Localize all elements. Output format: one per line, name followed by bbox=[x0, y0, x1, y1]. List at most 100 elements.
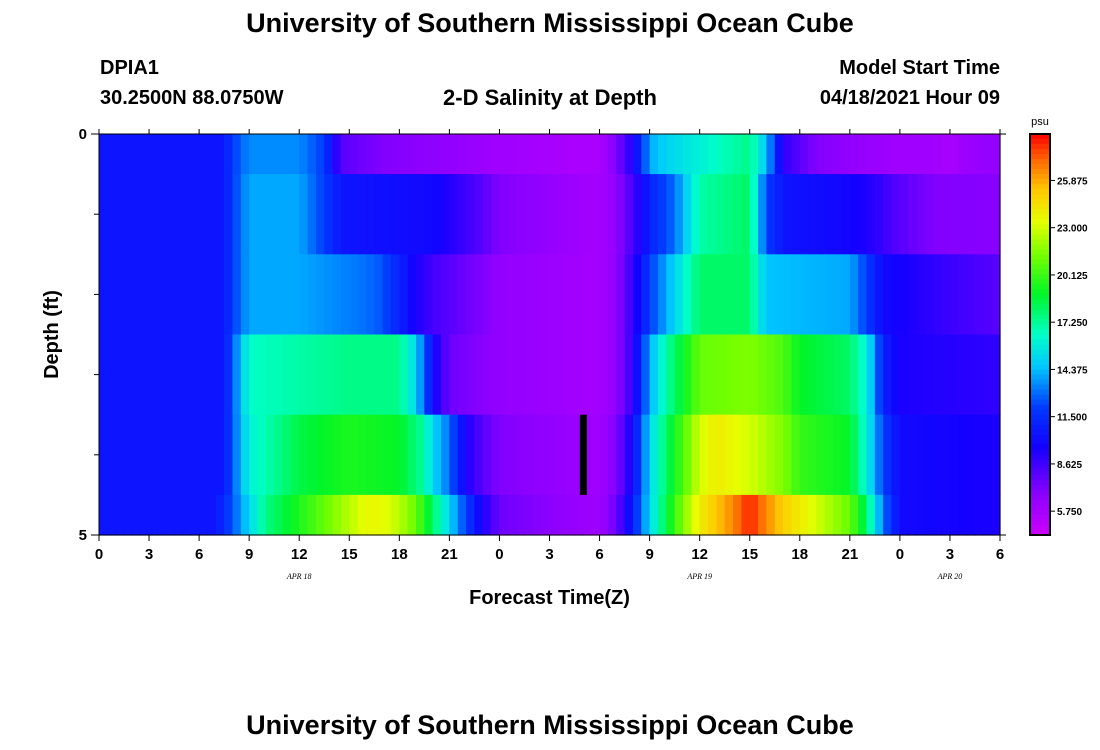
heatmap-cell bbox=[624, 494, 634, 536]
heatmap-cell bbox=[582, 494, 592, 536]
heatmap-cell bbox=[733, 254, 742, 336]
heatmap-cell bbox=[799, 174, 809, 255]
heatmap-cell bbox=[274, 174, 284, 255]
heatmap-cell bbox=[833, 134, 843, 175]
heatmap-cell bbox=[824, 494, 834, 536]
colorbar-segment bbox=[1030, 229, 1050, 235]
colorbar-segment bbox=[1030, 354, 1050, 361]
heatmap-cell bbox=[582, 334, 592, 416]
heatmap-cell bbox=[541, 254, 551, 336]
heatmap-cell bbox=[466, 414, 476, 496]
heatmap-cell bbox=[941, 134, 951, 175]
colorbar-segment bbox=[1030, 244, 1050, 250]
heatmap-cell bbox=[457, 414, 467, 496]
heatmap-cell bbox=[340, 494, 350, 536]
heatmap-cell bbox=[382, 414, 392, 496]
heatmap-cell bbox=[332, 134, 342, 175]
heatmap-cell bbox=[215, 334, 225, 416]
heatmap-cell bbox=[566, 414, 576, 496]
heatmap-cell bbox=[991, 494, 1001, 536]
date-label: APR 20 bbox=[937, 572, 963, 581]
heatmap-cell bbox=[224, 134, 234, 175]
heatmap-cell bbox=[649, 174, 659, 255]
heatmap-cell bbox=[716, 174, 726, 255]
heatmap-cell bbox=[874, 134, 884, 175]
heatmap-cell bbox=[966, 334, 976, 416]
heatmap-cell bbox=[724, 134, 734, 175]
heatmap-cell bbox=[416, 174, 425, 255]
heatmap-cell bbox=[115, 334, 125, 416]
heatmap-cell bbox=[449, 414, 459, 496]
heatmap-cell bbox=[799, 494, 809, 536]
heatmap-cell bbox=[691, 174, 701, 255]
heatmap-cell bbox=[849, 494, 859, 536]
heatmap-cell bbox=[557, 414, 567, 496]
heatmap-cell bbox=[357, 334, 367, 416]
colorbar-segment bbox=[1030, 394, 1050, 401]
heatmap-cell bbox=[315, 414, 325, 496]
heatmap-cell bbox=[724, 174, 734, 255]
heatmap-cell bbox=[282, 134, 292, 175]
heatmap-cell bbox=[207, 174, 217, 255]
heatmap-cell bbox=[624, 134, 634, 175]
heatmap-cell bbox=[466, 134, 476, 175]
heatmap-cell bbox=[808, 494, 818, 536]
colorbar-segment bbox=[1030, 439, 1050, 446]
heatmap-cell bbox=[99, 494, 108, 536]
heatmap-cell bbox=[858, 334, 868, 416]
colorbar-segment bbox=[1030, 349, 1050, 356]
heatmap-cell bbox=[624, 414, 634, 496]
heatmap-cell bbox=[657, 334, 667, 416]
heatmap-cell bbox=[841, 494, 851, 536]
heatmap-cell bbox=[607, 494, 617, 536]
heatmap-cell bbox=[666, 134, 676, 175]
heatmap-cell bbox=[215, 174, 225, 255]
heatmap-cell bbox=[908, 494, 918, 536]
heatmap-cell bbox=[474, 334, 484, 416]
heatmap-cell bbox=[883, 334, 893, 416]
heatmap-cell bbox=[132, 134, 142, 175]
heatmap-cell bbox=[232, 174, 242, 255]
heatmap-cell bbox=[616, 334, 626, 416]
heatmap-cell bbox=[390, 494, 400, 536]
colorbar-segment bbox=[1030, 284, 1050, 290]
heatmap-cell bbox=[224, 494, 234, 536]
heatmap-cell bbox=[174, 494, 184, 536]
colorbar-segment bbox=[1030, 184, 1050, 190]
colorbar-segment bbox=[1030, 464, 1050, 471]
heatmap-cell bbox=[983, 174, 993, 255]
heatmap-cell bbox=[257, 174, 267, 255]
heatmap-cell bbox=[824, 334, 834, 416]
heatmap-cell bbox=[482, 134, 492, 175]
heatmap-cell bbox=[607, 174, 617, 255]
heatmap-cell bbox=[532, 254, 542, 336]
heatmap-cell bbox=[265, 414, 275, 496]
heatmap-cell bbox=[599, 134, 609, 175]
colorbar-segment bbox=[1030, 274, 1050, 280]
current-time-marker bbox=[579, 414, 587, 495]
heatmap-cell bbox=[916, 414, 926, 496]
heatmap-cell bbox=[157, 254, 167, 336]
x-tick-label: 21 bbox=[441, 546, 458, 563]
heatmap-cell bbox=[991, 134, 1001, 175]
heatmap-cell bbox=[207, 414, 217, 496]
heatmap-cell bbox=[190, 254, 200, 336]
heatmap-cell bbox=[758, 254, 767, 336]
heatmap-cell bbox=[899, 174, 909, 255]
heatmap-cell bbox=[215, 494, 225, 536]
heatmap-cell bbox=[874, 174, 884, 255]
heatmap-cell bbox=[774, 494, 784, 536]
heatmap-cell bbox=[849, 174, 859, 255]
heatmap-cell bbox=[699, 174, 709, 255]
heatmap-cell bbox=[132, 254, 142, 336]
heatmap-cell bbox=[441, 494, 450, 536]
heatmap-cell bbox=[591, 334, 601, 416]
heatmap-cell bbox=[432, 334, 442, 416]
heatmap-cell bbox=[232, 254, 242, 336]
heatmap-cell bbox=[432, 254, 442, 336]
heatmap-cell bbox=[265, 494, 275, 536]
heatmap-cell bbox=[733, 414, 742, 496]
colorbar-segment bbox=[1030, 159, 1050, 165]
heatmap-cell bbox=[908, 174, 918, 255]
heatmap-cell bbox=[282, 334, 292, 416]
